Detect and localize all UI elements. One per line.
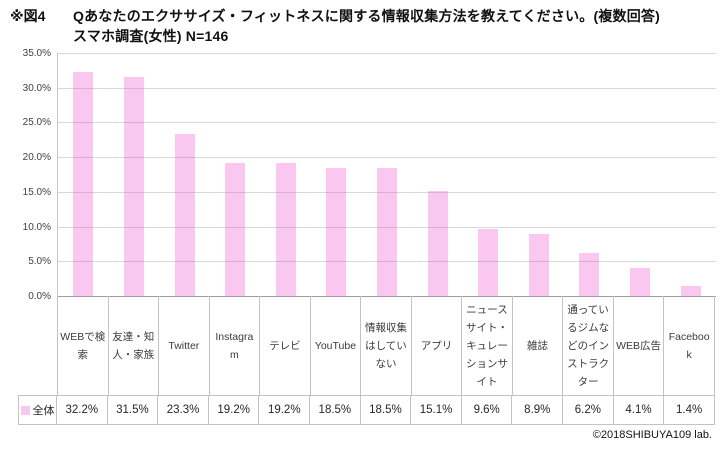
bar bbox=[174, 134, 195, 296]
y-tick-label: 30.0% bbox=[22, 82, 51, 94]
y-tick-label: 15.0% bbox=[22, 186, 51, 198]
category-label-cell: 友達・知人・家族 bbox=[107, 296, 159, 395]
bar bbox=[630, 267, 651, 296]
bar bbox=[225, 162, 246, 296]
category-label-row: WEBで検索 友達・知人・家族 Twitter Instagram テレビ YouTube… bbox=[57, 296, 715, 395]
gridline bbox=[58, 226, 716, 228]
value-cell: 19.2% bbox=[258, 396, 309, 424]
chart-title: Qあなたのエクササイズ・フィットネスに関する情報収集方法を教えてください。(複数… bbox=[73, 6, 713, 46]
bar bbox=[579, 252, 600, 296]
value-cell: 32.2% bbox=[65, 404, 99, 416]
value-cell: 19.2% bbox=[207, 396, 259, 424]
value-cell: 9.6% bbox=[460, 396, 512, 424]
y-tick-label: 5.0% bbox=[28, 256, 51, 268]
bar bbox=[478, 229, 499, 296]
bar bbox=[427, 191, 448, 296]
value-row: 32.2% 31.5% 23.3% 19.2% 19.2% 18.5% 18.5% 15.1%… bbox=[57, 395, 715, 425]
bar bbox=[377, 167, 397, 296]
chart-title-line2: スマホ調査(女性) N=146 bbox=[73, 28, 229, 44]
y-tick-label: 35.0% bbox=[22, 48, 51, 59]
plot-area bbox=[57, 53, 716, 297]
category-label-cell: アプリ bbox=[410, 296, 462, 395]
value-cell: 15.1% bbox=[410, 396, 461, 424]
gridline bbox=[58, 122, 716, 124]
chart-title-line1: Qあなたのエクササイズ・フィットネスに関する情報収集方法を教えてください。(複数… bbox=[73, 8, 660, 24]
value-cell: 23.3% bbox=[157, 396, 208, 424]
bar bbox=[326, 167, 347, 296]
bar bbox=[73, 72, 94, 296]
legend-label: 全体 bbox=[32, 405, 55, 417]
value-cell: 1.4% bbox=[663, 396, 714, 424]
legend-cell: 全体 bbox=[18, 395, 57, 425]
category-label-cell: YouTube bbox=[309, 296, 361, 395]
category-label-cell: WEB広告 bbox=[612, 296, 664, 395]
category-label-cell: テレビ bbox=[259, 296, 310, 395]
value-cell: 6.2% bbox=[562, 396, 613, 424]
bar bbox=[528, 234, 549, 296]
copyright-text: ©2018SHIBUYA109 lab. bbox=[592, 429, 712, 441]
gridline bbox=[58, 191, 716, 193]
value-cell: 8.9% bbox=[511, 396, 562, 424]
category-label-cell: 情報収集はしていない bbox=[360, 296, 411, 395]
y-tick-label: 10.0% bbox=[22, 221, 51, 233]
gridline bbox=[58, 87, 716, 89]
y-tick-label: 25.0% bbox=[22, 117, 51, 129]
bar bbox=[680, 286, 701, 296]
y-tick-label: 0.0% bbox=[28, 291, 51, 302]
bar bbox=[123, 77, 144, 296]
value-cell: 18.5% bbox=[309, 396, 360, 424]
category-label-cell: WEBで検索 bbox=[60, 330, 106, 361]
y-tick-label: 20.0% bbox=[22, 152, 51, 164]
gridline bbox=[58, 53, 716, 54]
category-label-cell: ニュースサイト・キュレーションサイト bbox=[461, 296, 512, 395]
value-cell: 4.1% bbox=[612, 396, 664, 424]
category-label-cell: Facebook bbox=[663, 296, 714, 395]
category-label-cell: 雑誌 bbox=[511, 296, 563, 395]
value-cell: 18.5% bbox=[359, 396, 411, 424]
gridline bbox=[58, 261, 716, 263]
category-label-cell: Instagram bbox=[208, 296, 260, 395]
category-label-cell: 通っているジムなどのインストラクター bbox=[562, 296, 613, 395]
legend-swatch-icon bbox=[20, 405, 30, 415]
value-cell: 31.5% bbox=[106, 396, 158, 424]
y-axis: 35.0% 30.0% 25.0% 20.0% 15.0% 10.0% 5.0% 0.0% bbox=[0, 48, 51, 302]
category-label-cell: Twitter bbox=[158, 296, 209, 395]
figure-label: ※図4 bbox=[10, 8, 46, 24]
bar bbox=[275, 162, 296, 296]
gridline bbox=[58, 157, 716, 159]
